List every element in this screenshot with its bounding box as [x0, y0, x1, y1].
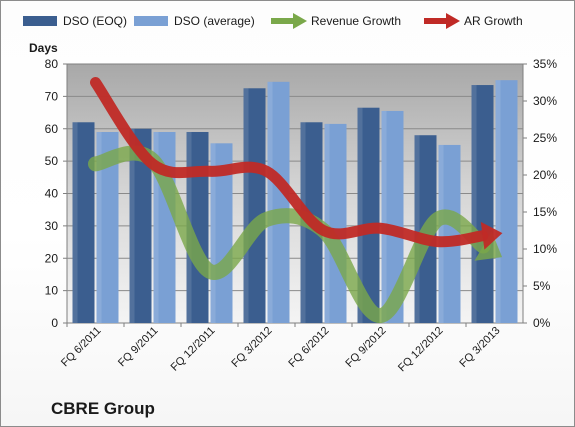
y2-tick-label: 10%: [533, 242, 557, 256]
y2-tick-label: 20%: [533, 168, 557, 182]
bar-highlight: [96, 131, 102, 323]
x-tick-label: FQ 12/2012: [396, 325, 446, 375]
legend-label: DSO (average): [174, 14, 255, 28]
legend-label: Revenue Growth: [311, 14, 401, 28]
y2-tick-label: 25%: [533, 131, 557, 145]
y-tick-label: 10: [45, 284, 59, 298]
bar-highlight: [153, 131, 159, 323]
bar-highlight: [243, 88, 249, 323]
bar-dso-average: [267, 81, 290, 324]
x-tick-label: FQ 12/2011: [169, 325, 218, 374]
y2-tick-label: 0%: [533, 316, 551, 330]
legend-label: AR Growth: [464, 14, 523, 28]
y-tick-label: 50: [45, 154, 59, 168]
bar-dso-eoq: [129, 128, 152, 323]
bar-dso-average: [495, 80, 518, 323]
bar-highlight: [210, 143, 216, 323]
bar-highlight: [129, 128, 135, 323]
x-tick-label: FQ 6/2012: [286, 325, 331, 370]
bar-highlight: [495, 80, 501, 323]
bar-highlight: [267, 81, 273, 324]
x-tick-label: FQ 3/2013: [457, 325, 502, 370]
legend-arrow-icon: [293, 13, 307, 29]
ar-growth-arrowhead: [480, 221, 503, 250]
y-tick-label: 0: [51, 316, 58, 330]
bar-highlight: [438, 144, 444, 323]
bar-highlight: [357, 107, 363, 323]
y2-tick-label: 35%: [533, 57, 557, 71]
y-tick-label: 70: [45, 89, 59, 103]
legend-swatch: [23, 16, 57, 26]
y-tick-label: 20: [45, 251, 59, 265]
y2-tick-label: 5%: [533, 279, 551, 293]
left-axis-title: Days: [29, 41, 58, 55]
bar-highlight: [72, 122, 78, 324]
x-tick-label: FQ 9/2011: [116, 325, 161, 370]
bar-dso-average: [381, 110, 404, 323]
bar-dso-average: [438, 144, 461, 323]
x-tick-label: FQ 6/2011: [59, 325, 104, 370]
bar-dso-eoq: [243, 88, 266, 323]
x-tick-label: FQ 9/2012: [343, 325, 388, 370]
legend-arrow-icon: [446, 13, 460, 29]
y-tick-label: 40: [45, 187, 59, 201]
y2-tick-label: 30%: [533, 94, 557, 108]
bar-highlight: [414, 135, 420, 323]
x-tick-label: FQ 3/2012: [229, 325, 274, 370]
bar-highlight: [471, 85, 477, 323]
bar-highlight: [324, 123, 330, 323]
ar-growth-line: [90, 77, 489, 248]
legend-swatch: [134, 16, 168, 26]
y-tick-label: 60: [45, 122, 59, 136]
company-title: CBRE Group: [51, 399, 155, 418]
y-tick-label: 30: [45, 219, 59, 233]
legend-label: DSO (EOQ): [63, 14, 127, 28]
bar-dso-eoq: [471, 85, 494, 323]
bar-dso-eoq: [357, 107, 380, 323]
bar-dso-average: [96, 131, 119, 323]
bar-highlight: [381, 110, 387, 323]
y2-tick-label: 15%: [533, 205, 557, 219]
y-tick-label: 80: [45, 57, 59, 71]
bar-dso-eoq: [72, 122, 95, 324]
revenue-growth-line: [88, 145, 491, 324]
